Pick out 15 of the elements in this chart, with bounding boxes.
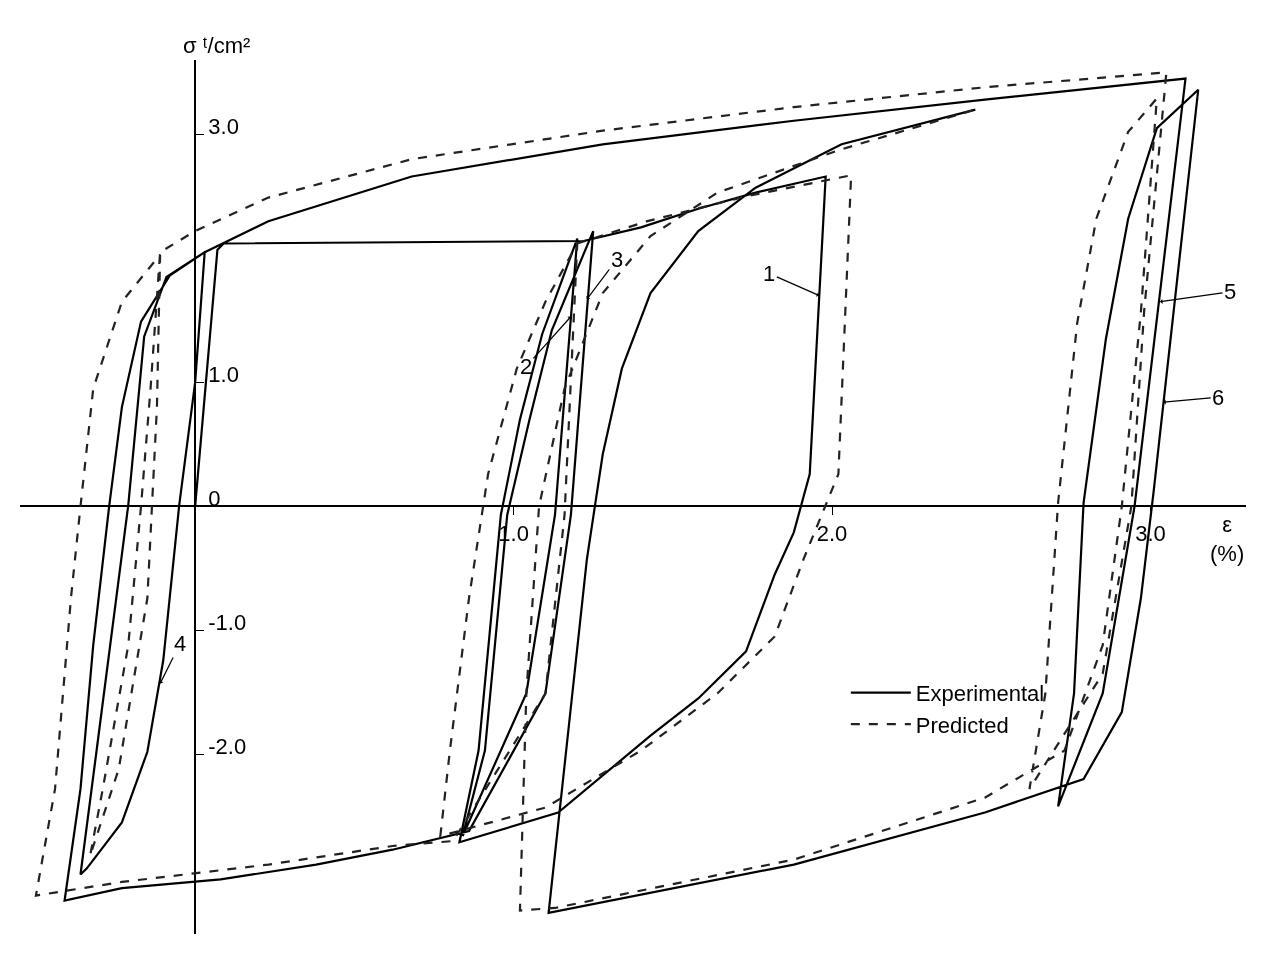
annotation: 4 [174,631,187,656]
annotation: 6 [1212,385,1225,410]
annotation: 2 [520,354,533,379]
annotation: 1 [763,261,776,286]
y-tick-label: 3.0 [208,114,239,140]
y-tick-label: -1.0 [208,609,247,635]
annotation: 5 [1224,279,1237,304]
annotation: 3 [611,247,624,272]
y-tick-label: 1.0 [208,362,239,388]
x-axis-title: ε (%) [1210,512,1245,566]
y-axis-title: σ ᵗ/cm² [183,33,251,58]
legend-label: Experimental [915,681,1045,707]
x-tick-label: 2.0 [816,521,848,547]
legend-label: Predicted [915,712,1009,738]
y-tick-label: -2.0 [208,733,247,759]
